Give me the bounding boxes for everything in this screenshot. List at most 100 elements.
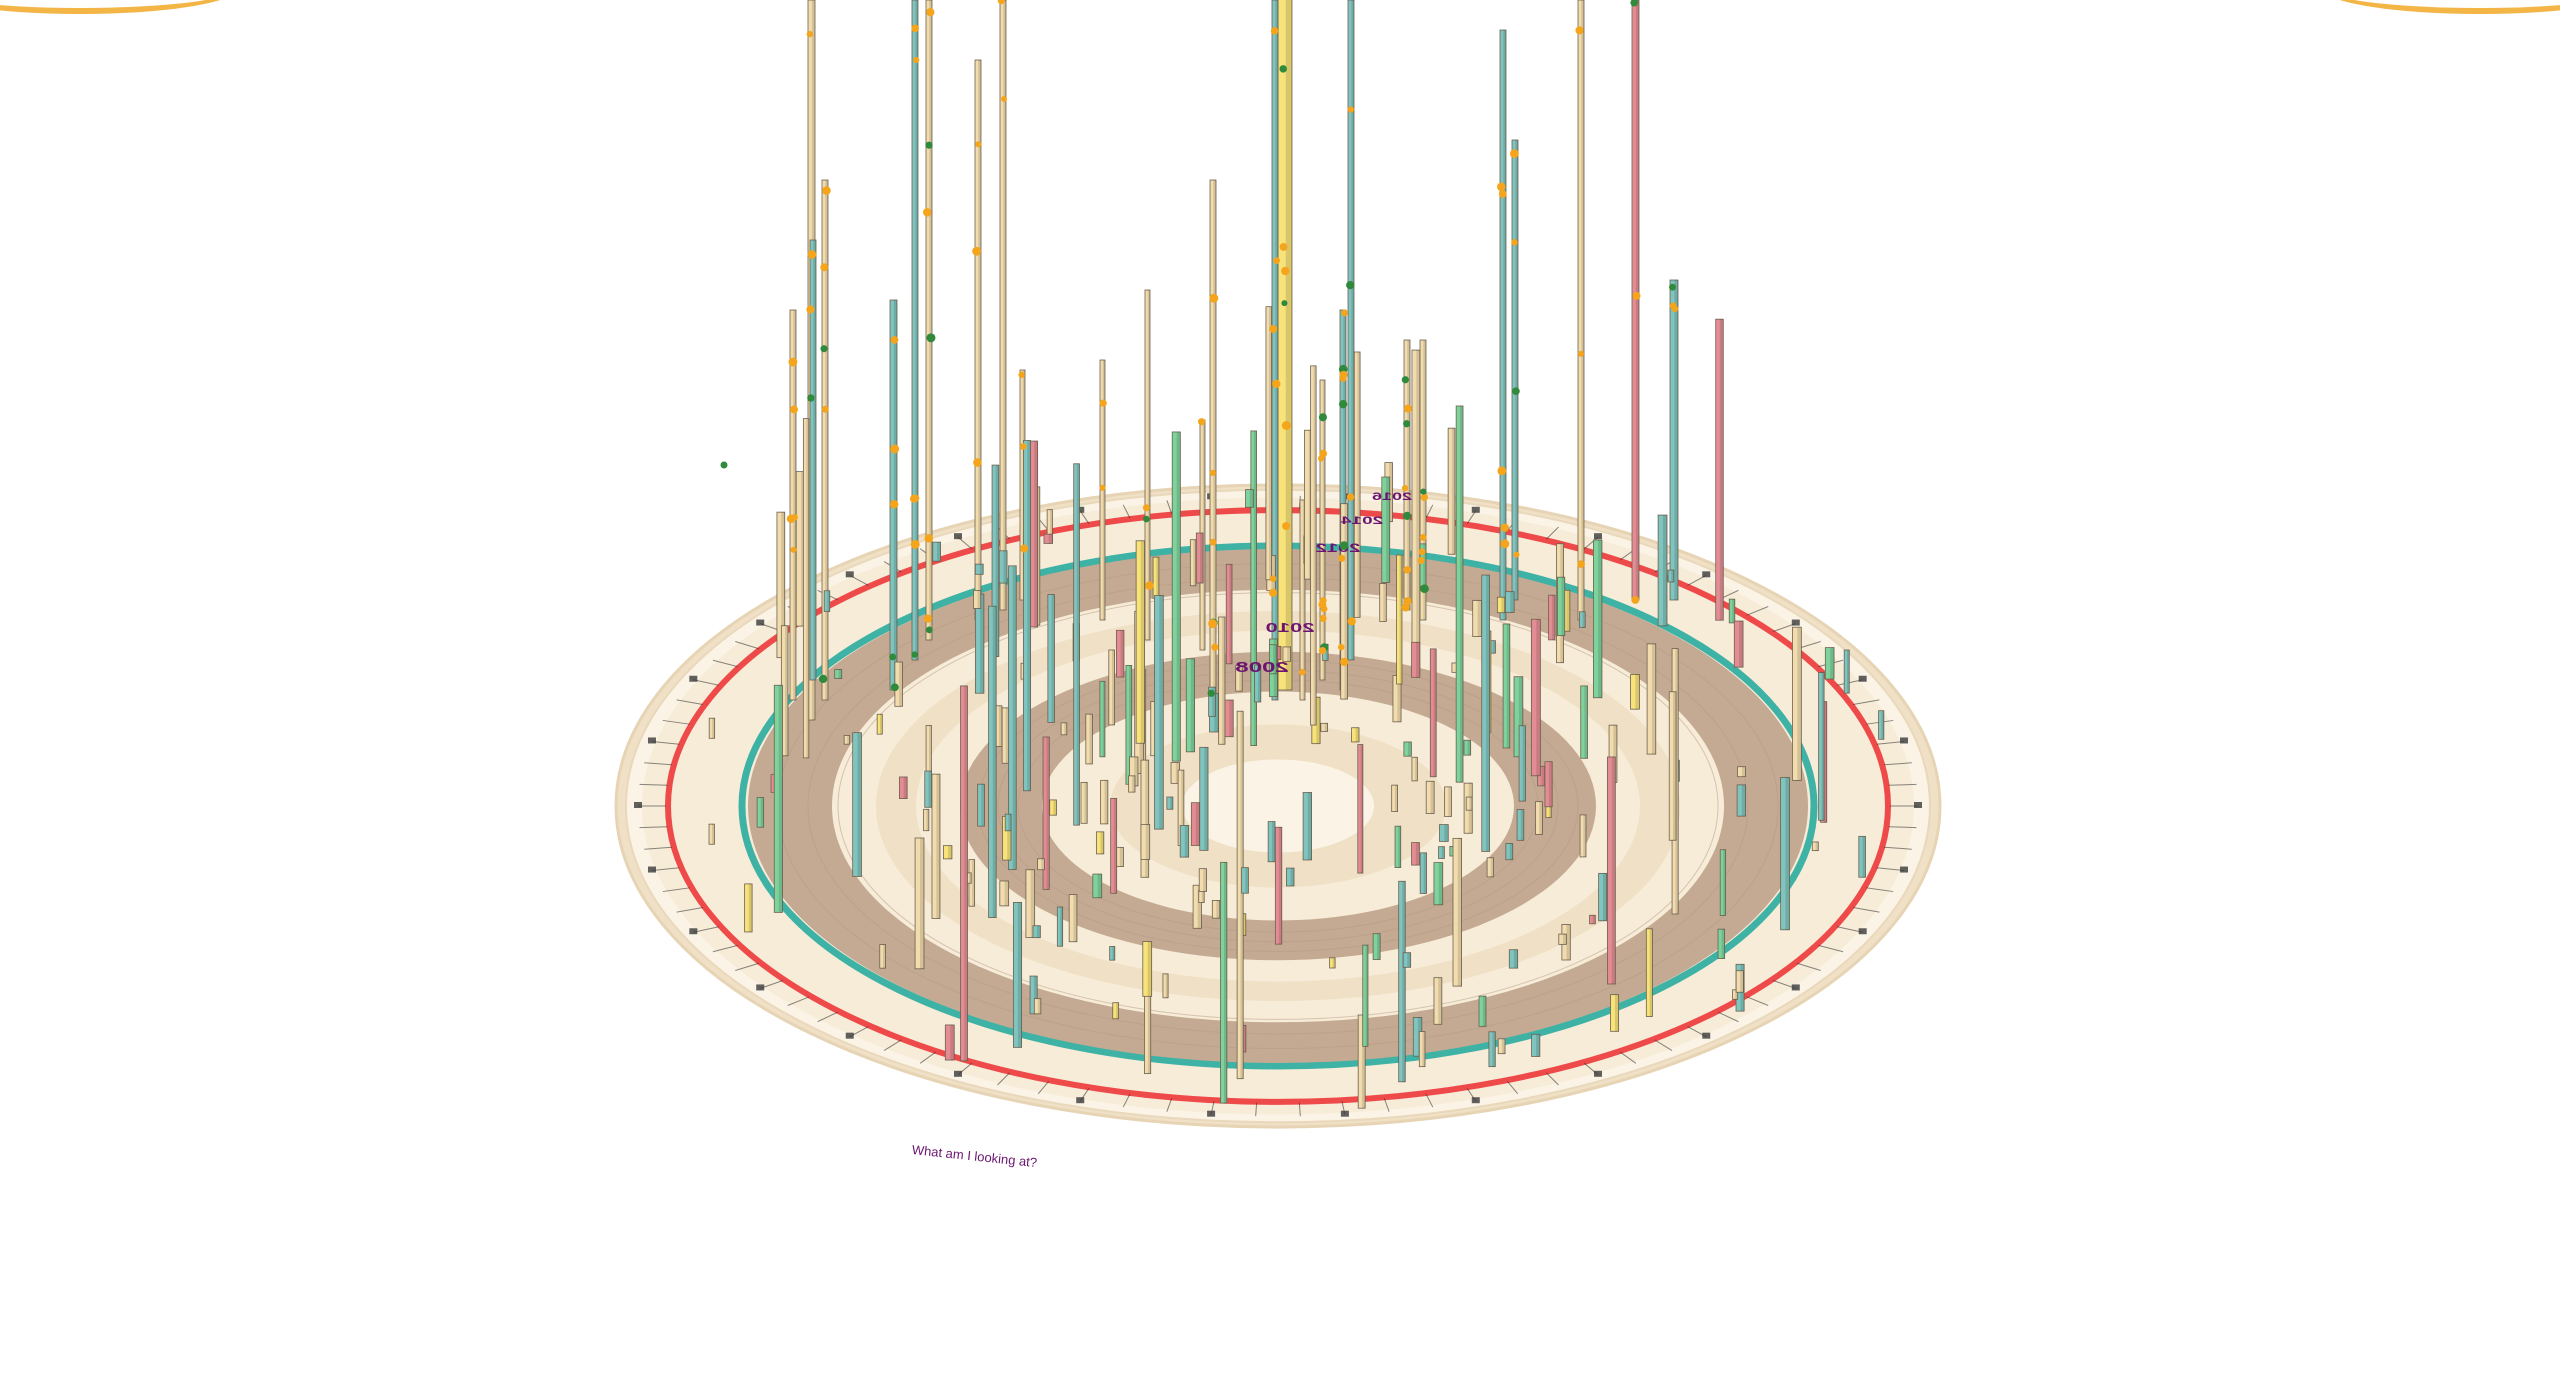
bar-shade xyxy=(838,669,842,679)
event-dot xyxy=(1401,603,1410,612)
bar-body xyxy=(1310,365,1317,726)
bar-shade xyxy=(1651,643,1656,755)
bar-body xyxy=(773,684,783,913)
bar-shade xyxy=(778,685,783,913)
bar-body xyxy=(1286,867,1295,887)
bar-shade xyxy=(1258,665,1261,702)
bar-body xyxy=(1267,821,1276,863)
timeline-bar xyxy=(1235,664,1243,692)
bar-shade xyxy=(1448,786,1452,817)
timeline-bar xyxy=(1199,746,1209,851)
bar-shade xyxy=(760,797,764,828)
bar-shade xyxy=(1201,889,1205,903)
bar-shade xyxy=(1438,977,1442,1025)
bar-body xyxy=(1630,674,1640,710)
bar-body xyxy=(999,880,1010,907)
bar-shade xyxy=(1376,933,1381,960)
bar-body xyxy=(898,776,908,799)
event-dot xyxy=(1272,379,1281,389)
bar-body xyxy=(1085,713,1093,765)
bar-shade xyxy=(919,838,924,969)
bar-shade xyxy=(981,784,985,827)
bar-shade xyxy=(1492,640,1496,654)
rim-tick xyxy=(651,867,680,872)
event-dot xyxy=(1270,27,1279,35)
event-dot xyxy=(1209,293,1219,303)
bar-body xyxy=(1736,784,1746,817)
bar-shade xyxy=(1242,913,1246,936)
timeline-bar xyxy=(1357,744,1364,874)
timeline-bar xyxy=(943,845,953,860)
event-dot xyxy=(926,8,935,17)
timeline-bar xyxy=(1452,837,1462,987)
timeline-bar xyxy=(1025,869,1036,938)
bar-shade xyxy=(1562,934,1567,945)
timeline-bar xyxy=(1029,975,1038,1015)
bar-body xyxy=(1452,837,1462,987)
event-dot xyxy=(1420,488,1427,495)
bar-body xyxy=(1858,835,1866,878)
timeline-bar xyxy=(1049,799,1057,816)
timeline-bar xyxy=(1419,852,1427,894)
timeline-bar xyxy=(1351,727,1360,743)
bar-shade xyxy=(928,770,932,808)
event-dot xyxy=(1420,493,1428,502)
timeline-bar xyxy=(843,735,851,745)
event-dot xyxy=(1500,539,1510,549)
timeline-bar xyxy=(998,550,1008,584)
bar-shade xyxy=(1552,595,1556,640)
bar-body xyxy=(852,732,862,877)
bar-shade xyxy=(1269,306,1272,580)
timeline-bar xyxy=(1505,591,1515,613)
bar-shade xyxy=(1355,727,1360,742)
timeline-bar xyxy=(1198,868,1207,892)
event-dot xyxy=(1019,443,1027,450)
bar-body xyxy=(1254,664,1262,703)
event-dot xyxy=(1209,469,1216,476)
timeline-bar xyxy=(876,713,883,735)
bar-shade xyxy=(1598,540,1602,698)
bar-body xyxy=(1235,664,1243,692)
timeline-bar xyxy=(1878,710,1885,740)
bar-body xyxy=(1080,781,1088,824)
bar-shade xyxy=(1119,847,1124,867)
bar-body xyxy=(1843,649,1850,694)
bar-body xyxy=(1878,710,1885,740)
bar-shade xyxy=(1362,1015,1366,1109)
rim-tick xyxy=(1298,1102,1301,1117)
event-dot xyxy=(922,208,932,217)
event-dot xyxy=(1509,149,1519,159)
bar-shade xyxy=(1433,648,1437,777)
timeline-bar xyxy=(944,1024,955,1061)
bar-shade xyxy=(928,725,932,802)
event-dot xyxy=(1319,614,1327,622)
bar-shade xyxy=(1134,756,1139,786)
bar-shade xyxy=(1313,365,1317,726)
rim-marker xyxy=(1076,506,1085,513)
rim-marker xyxy=(634,802,642,808)
timeline-bar xyxy=(1396,554,1403,685)
bar-shade xyxy=(1084,782,1088,824)
event-dot xyxy=(1197,418,1206,426)
bar-shade xyxy=(1012,565,1017,870)
event-dot xyxy=(1420,584,1429,594)
event-dot xyxy=(975,141,982,148)
timeline-bar xyxy=(1329,957,1336,969)
timeline-bar xyxy=(1447,427,1456,555)
bar-shade xyxy=(1581,0,1584,620)
bar-shade xyxy=(1129,665,1132,785)
bar-body xyxy=(1192,884,1202,929)
corner-accent-left xyxy=(0,0,240,14)
rim-marker xyxy=(954,533,962,540)
timeline-bar xyxy=(1513,676,1524,758)
bar-shade xyxy=(1111,649,1115,725)
timeline-bar xyxy=(1004,813,1012,832)
timeline-bar xyxy=(1719,849,1727,916)
bar-shade xyxy=(1048,534,1053,544)
year-label: 2010 xyxy=(1266,620,1315,635)
event-dot xyxy=(820,345,828,353)
bar-shade xyxy=(1290,868,1295,886)
timeline-bar xyxy=(1225,563,1233,665)
